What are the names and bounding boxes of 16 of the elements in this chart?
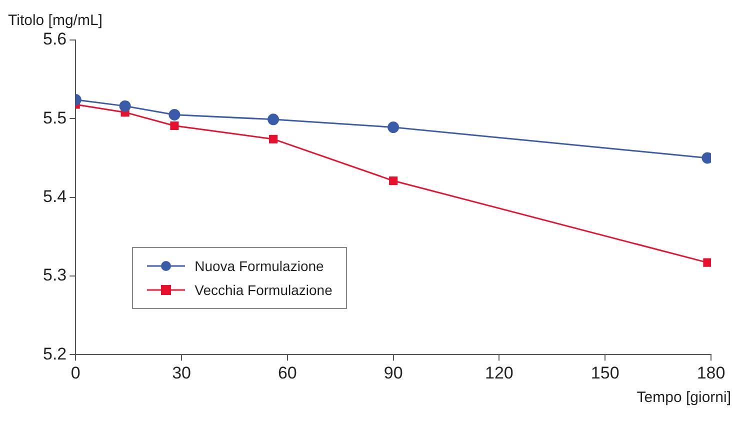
x-tick-label: 150 xyxy=(590,363,620,382)
x-tick-label: 0 xyxy=(70,363,80,382)
x-tick-label: 60 xyxy=(278,363,297,382)
x-tick-label: 90 xyxy=(384,363,403,382)
x-tick-label: 180 xyxy=(696,363,726,382)
y-tick-label: 5.6 xyxy=(42,30,67,49)
legend-label: Vecchia Formulazione xyxy=(194,282,332,298)
y-tick-label: 5.3 xyxy=(42,266,67,285)
y-axis-title: Titolo [mg/mL] xyxy=(8,12,102,29)
x-tick-label: 120 xyxy=(485,363,514,382)
legend-label: Nuova Formulazione xyxy=(194,258,324,274)
y-tick-label: 5.2 xyxy=(42,344,67,364)
y-tick-label: 5.4 xyxy=(42,186,67,206)
y-tick-label: 5.5 xyxy=(42,108,67,128)
x-tick-label: 30 xyxy=(172,363,191,382)
x-axis-title: Tempo [giorni] xyxy=(636,388,731,406)
